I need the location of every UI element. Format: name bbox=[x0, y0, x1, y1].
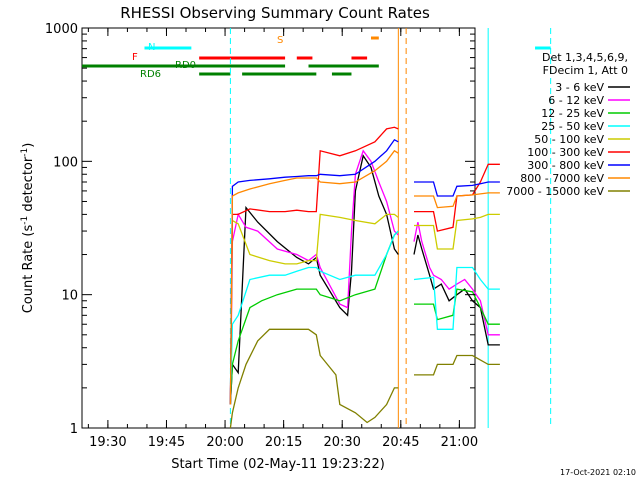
legend-label-2: 12 - 25 keV bbox=[541, 107, 604, 120]
legend-header-1: FDecim 1, Att 0 bbox=[543, 64, 628, 77]
legend-label-3: 25 - 50 keV bbox=[541, 120, 604, 133]
series-line-4-0 bbox=[229, 213, 399, 405]
x-tick-label-4: 20:30 bbox=[323, 435, 360, 450]
series-line-7-1 bbox=[414, 192, 500, 209]
series-line-5-0 bbox=[229, 126, 399, 405]
plot-frame bbox=[81, 27, 476, 429]
series-line-6-0 bbox=[229, 138, 399, 405]
legend-label-0: 3 - 6 keV bbox=[555, 81, 604, 94]
chart-title: RHESSI Observing Summary Count Rates bbox=[120, 4, 430, 22]
chart-marks: NF S RD0 RD6 bbox=[82, 28, 552, 429]
legend: Det 1,3,4,5,6,9,FDecim 1, Att 0 3 - 6 keV… bbox=[506, 51, 630, 198]
y-axis: 1 10 100 1000 bbox=[45, 22, 475, 437]
x-tick-label-5: 20:45 bbox=[382, 435, 419, 450]
series-line-3-1 bbox=[413, 266, 500, 330]
legend-label-1: 6 - 12 keV bbox=[548, 94, 604, 107]
x-tick-label-2: 20:00 bbox=[206, 435, 243, 450]
y-tick-label-2: 100 bbox=[53, 155, 78, 170]
legend-label-5: 100 - 300 keV bbox=[527, 146, 604, 159]
state-label-f: F bbox=[132, 52, 138, 63]
plot-area bbox=[81, 27, 476, 429]
series-line-4-1 bbox=[414, 213, 500, 250]
y-tick-label-0: 1 bbox=[70, 422, 78, 437]
legend-label-6: 300 - 800 keV bbox=[527, 159, 604, 172]
y-axis-label-exp2: -1 bbox=[20, 148, 30, 157]
series-line-6-1 bbox=[414, 181, 500, 197]
y-tick-label-1: 10 bbox=[61, 289, 78, 304]
state-label-rd6: RD6 bbox=[140, 69, 161, 80]
series-line-1-0 bbox=[229, 149, 399, 405]
series-line-2-0 bbox=[229, 230, 399, 405]
state-label-s: S bbox=[277, 35, 283, 46]
x-tick-label-6: 21:00 bbox=[441, 435, 478, 450]
state-label-rd0: RD0 bbox=[175, 60, 196, 71]
y-axis-label-end: ) bbox=[21, 143, 36, 148]
legend-label-8: 7000 - 15000 keV bbox=[506, 185, 604, 198]
y-tick-label-3: 1000 bbox=[45, 22, 78, 37]
series-line-7-0 bbox=[229, 149, 399, 405]
footer-timestamp: 17-Oct-2021 02:10 bbox=[560, 468, 636, 477]
series-line-8-0 bbox=[229, 328, 399, 429]
x-axis-label: Start Time (02-May-11 19:23:22) bbox=[171, 457, 385, 472]
x-tick-label-1: 19:45 bbox=[148, 435, 185, 450]
y-axis-label-exp1: -1 bbox=[20, 216, 30, 225]
x-axis: 19:30 19:45 20:00 20:15 20:30 20:45 21:00 bbox=[87, 28, 478, 450]
legend-label-4: 50 - 100 keV bbox=[534, 133, 604, 146]
series-line-8-1 bbox=[414, 354, 500, 376]
y-axis-label-mid: detector bbox=[21, 156, 36, 216]
x-tick-label-0: 19:30 bbox=[89, 435, 126, 450]
series-line-1-1 bbox=[413, 221, 500, 336]
legend-header-0: Det 1,3,4,5,6,9, bbox=[542, 51, 628, 64]
x-tick-label-3: 20:15 bbox=[265, 435, 302, 450]
state-label-n: N bbox=[148, 42, 155, 53]
y-axis-label-main: Count Rate (s bbox=[21, 225, 36, 314]
series-line-2-1 bbox=[414, 288, 500, 325]
y-axis-label: Count Rate (s-1 detector-1) bbox=[20, 143, 36, 314]
legend-label-7: 800 - 7000 keV bbox=[520, 172, 604, 185]
series-line-3-0 bbox=[229, 230, 399, 405]
